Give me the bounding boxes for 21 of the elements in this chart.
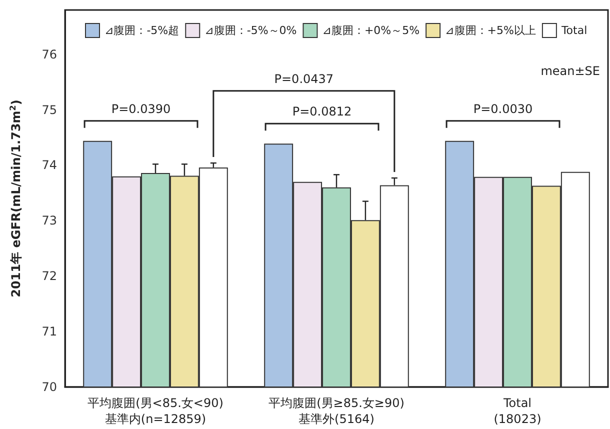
y-tick-label: 72 bbox=[42, 269, 57, 284]
y-tick-label: 76 bbox=[42, 47, 57, 62]
annotation: P=0.0390 bbox=[111, 102, 171, 116]
y-tick-label: 71 bbox=[42, 324, 57, 339]
annotation: mean±SE bbox=[540, 64, 600, 78]
y-tick-label: 75 bbox=[42, 102, 57, 117]
legend-label: ⊿腹囲：-5%～0% bbox=[204, 24, 297, 37]
x-tick-label: 平均腹囲(男<85.女<90) 基準内(n=12859) bbox=[88, 396, 224, 426]
x-tick-label: Total (18023) bbox=[494, 396, 542, 426]
y-tick-label: 74 bbox=[42, 158, 57, 172]
legend-label: Total bbox=[560, 24, 588, 37]
annotation: P=0.0030 bbox=[473, 102, 533, 116]
legend-label: ⊿腹囲：+0%～5% bbox=[322, 24, 420, 37]
annotation: P=0.0812 bbox=[292, 104, 352, 119]
legend-label: ⊿腹囲：-5%超 bbox=[104, 24, 180, 37]
y-tick-label: 73 bbox=[42, 214, 57, 228]
x-tick-label: 平均腹囲(男≥85.女≥90) 基準外(5164) bbox=[268, 396, 404, 426]
annotation: P=0.0437 bbox=[274, 72, 334, 86]
y-tick-label: 70 bbox=[42, 380, 57, 394]
legend-label: ⊿腹囲：+5%以上 bbox=[445, 24, 536, 37]
y-axis-title: 2011年 eGFR(mL/min/1.73m2) bbox=[8, 100, 23, 298]
